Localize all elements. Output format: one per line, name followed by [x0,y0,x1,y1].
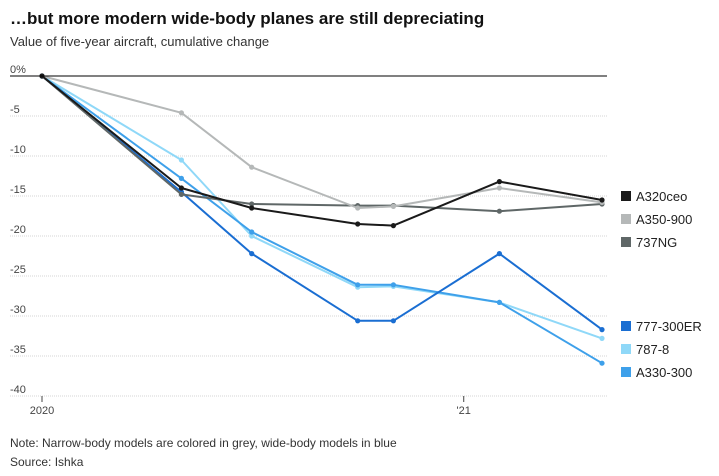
y-tick-label: -10 [10,144,26,156]
x-axis-ticks: 2020 '21 [30,396,471,417]
series-line-a350-900 [41,75,603,209]
chart-source: Source: Ishka [10,455,84,469]
series-lines [39,73,605,366]
chart-title: …but more modern wide-body planes are st… [10,9,485,28]
data-point-787-8 [178,157,184,163]
legend-label: A320ceo [636,189,687,204]
data-point-a320ceo [249,205,255,211]
data-point-a350-900 [249,164,255,170]
data-point-787-8 [599,335,605,341]
y-tick-label: -30 [10,304,26,316]
data-point-a330-300 [178,175,184,181]
data-point-a350-900 [390,203,396,209]
data-point-a320ceo [496,179,502,185]
data-point-737ng [249,201,255,207]
y-tick-label: -15 [10,184,26,196]
chart-subtitle: Value of five-year aircraft, cumulative … [10,34,270,49]
data-point-777-300er [496,251,502,257]
series-line-777-300er [41,75,603,331]
legend-swatch [621,214,631,224]
data-point-737ng [178,191,184,197]
y-tick-label: -20 [10,224,26,236]
y-tick-label: 0% [10,64,26,76]
data-point-777-300er [599,327,605,333]
y-axis-tick-labels: 0% -5 -10 -15 -20 -25 -30 -35 -40 [10,64,26,396]
data-point-777-300er [390,318,396,324]
data-point-787-8 [249,233,255,239]
data-point-a330-300 [355,282,361,288]
y-tick-label: -25 [10,264,26,276]
data-point-a350-900 [355,205,361,211]
legend-swatch [621,191,631,201]
gridlines [10,115,607,397]
data-point-a350-900 [178,110,184,116]
y-tick-label: -40 [10,384,26,396]
legend: A320ceo A350-900 737NG 777-300ER 787-8 A330-3… [621,189,702,380]
legend-swatch [621,321,631,331]
y-tick-label: -5 [10,104,20,116]
chart-note: Note: Narrow-body models are colored in … [10,436,397,450]
data-point-a330-300 [390,282,396,288]
legend-label: A350-900 [636,212,692,227]
x-tick-label: '21 [457,405,471,417]
y-tick-label: -35 [10,344,26,356]
x-tick-label: 2020 [30,405,54,417]
data-point-a320ceo [355,221,361,227]
legend-swatch [621,367,631,377]
data-point-a320ceo [599,197,605,203]
data-point-a330-300 [496,299,502,305]
data-point-a330-300 [599,360,605,366]
legend-label: 777-300ER [636,319,702,334]
legend-label: 737NG [636,235,677,250]
data-point-a330-300 [249,229,255,235]
data-point-a350-900 [496,185,502,191]
legend-swatch [621,237,631,247]
data-point-777-300er [249,251,255,257]
legend-label: 787-8 [636,342,669,357]
data-point-a320ceo [390,223,396,229]
legend-swatch [621,344,631,354]
data-point-a320ceo [178,185,184,191]
data-point-737ng [496,208,502,214]
data-point-777-300er [355,318,361,324]
legend-label: A330-300 [636,365,692,380]
